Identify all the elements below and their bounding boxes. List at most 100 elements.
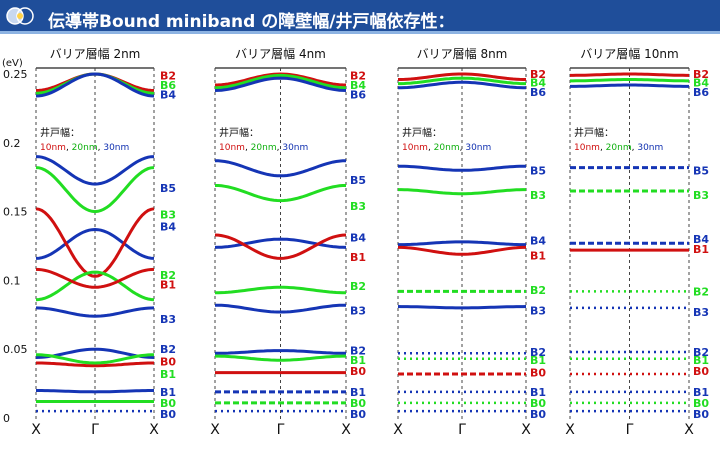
band-label: B5	[530, 164, 546, 177]
band-b4-20nm	[570, 78, 689, 83]
y-tick-label: 0	[3, 412, 10, 425]
band-b3-30nm	[35, 306, 155, 318]
band-b1-20nm	[215, 354, 346, 362]
header-bar	[0, 0, 720, 34]
x-tick-label: X	[521, 422, 531, 438]
legend-title: 井戸幅：	[219, 126, 259, 139]
band-label: B3	[350, 200, 366, 213]
y-tick-label: 0.05	[3, 343, 28, 356]
panel-title: バリア層幅 10nm	[580, 46, 678, 61]
band-label: B3	[160, 313, 176, 326]
x-tick-label: X	[210, 422, 220, 438]
legend-entry: 20nm	[434, 143, 460, 153]
band-label: B1	[530, 386, 546, 399]
legend-separator: ,	[98, 143, 104, 153]
band-label: B4	[530, 76, 546, 89]
band-label: B0	[693, 397, 709, 410]
band-label: B6	[693, 86, 709, 99]
x-tick-label: X	[565, 422, 575, 438]
legend-entries: 10nm, 20nm, 30nm	[40, 143, 129, 153]
band-label: B6	[160, 79, 176, 92]
band-label: B2	[350, 280, 366, 293]
band-b2-20nm	[215, 285, 346, 295]
x-tick-label: X	[684, 422, 694, 438]
band-label: B3	[160, 208, 176, 221]
band-label: B2	[693, 285, 709, 298]
x-tick-label: Γ	[277, 422, 285, 438]
band-b2-10nm	[35, 207, 155, 278]
legend-title: 井戸幅：	[40, 126, 80, 139]
legend-entry: 20nm	[72, 143, 98, 153]
legend-entry: 30nm	[282, 143, 308, 153]
band-b3-20nm	[398, 188, 526, 196]
band-b1-30nm	[36, 389, 154, 394]
legend-entry: 30nm	[103, 143, 129, 153]
legend-separator: ,	[632, 143, 638, 153]
legend-separator: ,	[428, 143, 434, 153]
band-label: B4	[350, 79, 366, 92]
band-b4-30nm	[35, 227, 155, 260]
band-label: B6	[350, 89, 366, 102]
band-label: B6	[530, 86, 546, 99]
legend-entry: 10nm	[574, 143, 600, 153]
band-label: B4	[350, 232, 366, 245]
band-label: B1	[350, 386, 366, 399]
x-tick-label: X	[393, 422, 403, 438]
legend-entry: 20nm	[251, 143, 277, 153]
legend-entry: 10nm	[219, 143, 245, 153]
band-b4-20nm	[214, 73, 347, 90]
band-label: B3	[693, 306, 709, 319]
legend-entries: 10nm, 20nm, 30nm	[574, 143, 663, 153]
band-label: B0	[350, 397, 366, 410]
legend-separator: ,	[460, 143, 466, 153]
band-label: B1	[160, 279, 176, 292]
band-b4-20nm	[398, 76, 526, 86]
band-label: B2	[350, 345, 366, 358]
band-b5-30nm	[214, 159, 347, 178]
band-b6-30nm	[570, 83, 689, 88]
band-label: B2	[530, 284, 546, 297]
legend-separator: ,	[245, 143, 251, 153]
band-label: B0	[160, 356, 176, 369]
band-b1-20nm	[35, 353, 155, 365]
x-tick-label: X	[149, 422, 159, 438]
band-b0-10nm	[36, 361, 154, 368]
legend-entries: 10nm, 20nm, 30nm	[402, 143, 491, 153]
band-label: B3	[530, 189, 546, 202]
band-label: B0	[530, 367, 546, 380]
band-label: B0	[693, 408, 709, 421]
band-b6-30nm	[214, 76, 347, 92]
band-b1-10nm	[214, 233, 347, 260]
legend-separator: ,	[600, 143, 606, 153]
band-b2-10nm	[398, 72, 526, 81]
legend-entry: 30nm	[637, 143, 663, 153]
band-label: B2	[160, 343, 176, 356]
band-b2-20nm	[35, 270, 155, 302]
band-b1-10nm	[35, 267, 155, 289]
legend-entry: 20nm	[606, 143, 632, 153]
header-accent-line	[0, 31, 720, 34]
legend-separator: ,	[277, 143, 283, 153]
band-label: B5	[350, 174, 366, 187]
band-label: B4	[693, 76, 709, 89]
band-b3-30nm	[215, 303, 346, 314]
legend-title: 井戸幅：	[574, 126, 614, 139]
page-title: 伝導帯Bound miniband の障壁幅/井戸幅依存性：	[48, 12, 455, 32]
legend-separator: ,	[66, 143, 72, 153]
band-label: B5	[160, 182, 176, 195]
legend-entries: 10nm, 20nm, 30nm	[219, 143, 308, 153]
band-label: B1	[693, 354, 709, 367]
band-b5-30nm	[398, 164, 526, 172]
band-label: B4	[693, 233, 709, 246]
band-label: B2	[693, 68, 709, 81]
x-tick-label: Γ	[626, 422, 634, 438]
band-label: B0	[350, 408, 366, 421]
band-label: B1	[530, 354, 546, 367]
band-label: B4	[530, 234, 546, 247]
band-b5-30nm	[35, 155, 155, 186]
band-b4-30nm	[214, 237, 347, 249]
y-tick-label: 0.2	[3, 137, 21, 150]
band-b3-30nm	[397, 305, 527, 310]
band-label: B2	[530, 346, 546, 359]
